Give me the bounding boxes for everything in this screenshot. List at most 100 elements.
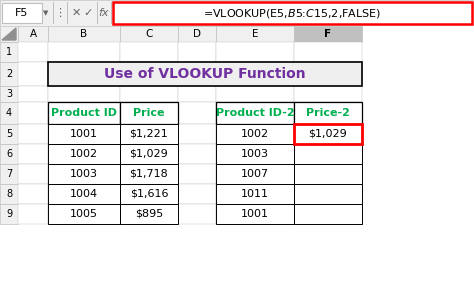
Bar xyxy=(48,164,120,184)
Bar xyxy=(216,164,294,184)
Bar xyxy=(216,204,294,224)
Text: 4: 4 xyxy=(6,108,12,118)
Bar xyxy=(216,124,294,144)
Bar xyxy=(2,3,42,23)
Bar xyxy=(111,2,112,24)
Bar xyxy=(294,144,362,164)
Bar xyxy=(0,204,18,224)
Bar xyxy=(216,144,294,164)
Bar xyxy=(120,102,178,124)
Bar xyxy=(120,26,178,42)
Text: 1001: 1001 xyxy=(241,209,269,219)
Bar xyxy=(178,204,216,224)
Bar xyxy=(120,164,178,184)
Text: ✓: ✓ xyxy=(83,8,93,18)
Text: E: E xyxy=(252,29,258,39)
Text: B: B xyxy=(81,29,88,39)
Text: 1003: 1003 xyxy=(241,149,269,159)
Text: C: C xyxy=(146,29,153,39)
Bar xyxy=(120,204,178,224)
Bar xyxy=(120,144,178,164)
Bar xyxy=(216,144,294,164)
Bar xyxy=(48,102,120,124)
Bar xyxy=(120,184,178,204)
Text: $1,718: $1,718 xyxy=(129,169,168,179)
Bar xyxy=(216,86,294,102)
Bar xyxy=(48,204,120,224)
Text: 1002: 1002 xyxy=(241,129,269,139)
Bar xyxy=(48,184,120,204)
Bar xyxy=(294,204,362,224)
Text: Use of VLOOKUP Function: Use of VLOOKUP Function xyxy=(104,67,306,81)
Text: D: D xyxy=(193,29,201,39)
Bar xyxy=(120,144,178,164)
Text: ✕: ✕ xyxy=(71,8,81,18)
Bar xyxy=(48,124,120,144)
Bar xyxy=(48,26,120,42)
Text: Product ID-2: Product ID-2 xyxy=(216,108,294,118)
Bar xyxy=(178,102,216,124)
Polygon shape xyxy=(2,28,16,40)
Bar xyxy=(216,42,294,62)
Bar xyxy=(48,102,120,124)
Bar xyxy=(120,164,178,184)
Bar xyxy=(18,124,48,144)
Bar xyxy=(0,26,18,42)
Text: $1,029: $1,029 xyxy=(309,129,347,139)
Bar xyxy=(18,86,48,102)
Bar xyxy=(216,62,294,86)
Bar xyxy=(294,42,362,62)
Bar xyxy=(216,102,294,124)
Bar xyxy=(294,124,362,144)
Text: 1: 1 xyxy=(6,47,12,57)
Text: $1,221: $1,221 xyxy=(129,129,168,139)
Bar xyxy=(294,124,362,144)
Bar xyxy=(178,62,216,86)
Text: $1,029: $1,029 xyxy=(129,149,168,159)
Bar xyxy=(178,164,216,184)
Text: 1005: 1005 xyxy=(70,209,98,219)
Bar xyxy=(216,102,294,124)
Bar xyxy=(18,102,48,124)
Bar xyxy=(294,144,362,164)
Bar xyxy=(48,184,120,204)
Bar xyxy=(48,204,120,224)
Bar xyxy=(294,102,362,124)
Bar xyxy=(178,144,216,164)
Text: 9: 9 xyxy=(6,209,12,219)
Bar xyxy=(178,86,216,102)
Bar xyxy=(0,144,18,164)
Text: 7: 7 xyxy=(6,169,12,179)
Text: 1007: 1007 xyxy=(241,169,269,179)
Bar xyxy=(0,164,18,184)
Bar xyxy=(120,184,178,204)
Bar xyxy=(97,2,98,24)
Bar xyxy=(294,102,362,124)
Text: ▼: ▼ xyxy=(43,10,49,16)
Bar xyxy=(0,86,18,102)
Bar xyxy=(294,26,362,42)
Text: F5: F5 xyxy=(15,8,29,18)
Bar xyxy=(48,62,362,86)
Bar xyxy=(18,164,48,184)
Bar xyxy=(294,86,362,102)
Text: A: A xyxy=(29,29,36,39)
Bar xyxy=(113,2,472,24)
Text: 1003: 1003 xyxy=(70,169,98,179)
Bar xyxy=(216,124,294,144)
Text: 8: 8 xyxy=(6,189,12,199)
Bar xyxy=(216,26,294,42)
Text: ⋮: ⋮ xyxy=(55,8,65,18)
Text: 2: 2 xyxy=(6,69,12,79)
Text: 3: 3 xyxy=(6,89,12,99)
Bar xyxy=(178,184,216,204)
Text: =VLOOKUP(E5,$B$5:$C$15,2,FALSE): =VLOOKUP(E5,$B$5:$C$15,2,FALSE) xyxy=(203,7,382,20)
Bar xyxy=(18,62,48,86)
Bar xyxy=(120,42,178,62)
Bar xyxy=(0,184,18,204)
Bar xyxy=(48,42,120,62)
Bar xyxy=(0,102,18,124)
Text: 5: 5 xyxy=(6,129,12,139)
Text: F: F xyxy=(324,29,331,39)
Text: fx: fx xyxy=(99,8,109,18)
